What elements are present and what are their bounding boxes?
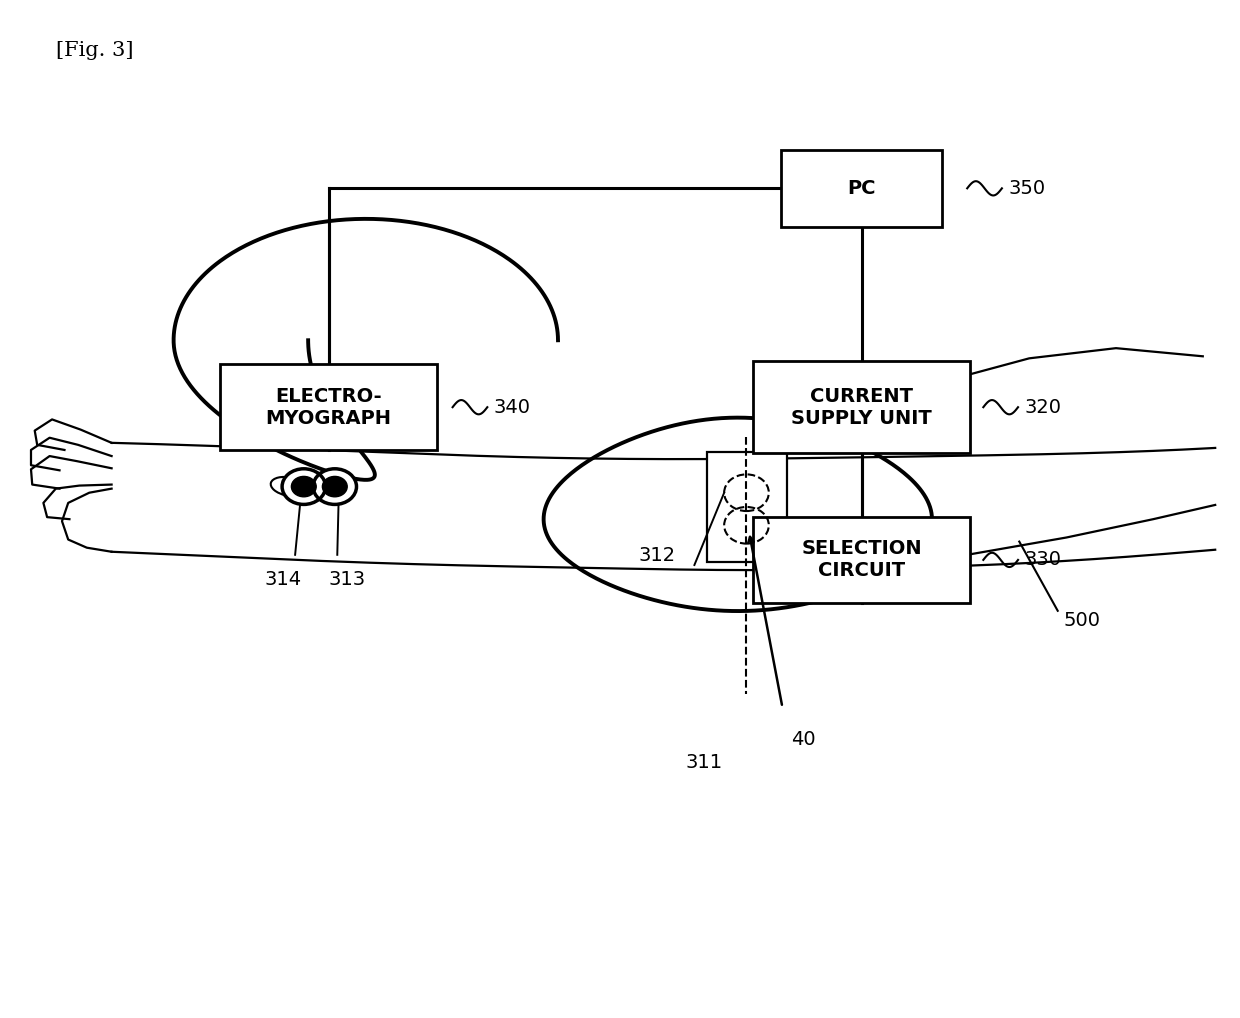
- Text: ELECTRO-
MYOGRAPH: ELECTRO- MYOGRAPH: [265, 387, 392, 428]
- FancyBboxPatch shape: [707, 452, 787, 562]
- FancyBboxPatch shape: [221, 364, 438, 451]
- Text: SELECTION
CIRCUIT: SELECTION CIRCUIT: [801, 540, 923, 580]
- Text: 320: 320: [1024, 398, 1061, 416]
- Circle shape: [283, 468, 325, 505]
- Text: 350: 350: [1008, 179, 1045, 197]
- Text: 314: 314: [264, 570, 301, 589]
- Circle shape: [291, 476, 316, 497]
- Text: 311: 311: [686, 753, 723, 773]
- Text: [Fig. 3]: [Fig. 3]: [56, 41, 134, 60]
- Text: 500: 500: [1064, 612, 1101, 630]
- FancyBboxPatch shape: [753, 361, 970, 453]
- Circle shape: [312, 468, 357, 505]
- Text: CURRENT
SUPPLY UNIT: CURRENT SUPPLY UNIT: [791, 387, 932, 428]
- Text: 313: 313: [329, 570, 366, 589]
- FancyBboxPatch shape: [781, 151, 942, 227]
- Text: PC: PC: [848, 179, 875, 197]
- Text: 40: 40: [791, 730, 816, 749]
- FancyBboxPatch shape: [753, 516, 970, 603]
- Text: 330: 330: [1024, 551, 1061, 569]
- Text: 312: 312: [639, 546, 676, 565]
- Text: 340: 340: [494, 398, 531, 416]
- Circle shape: [322, 476, 347, 497]
